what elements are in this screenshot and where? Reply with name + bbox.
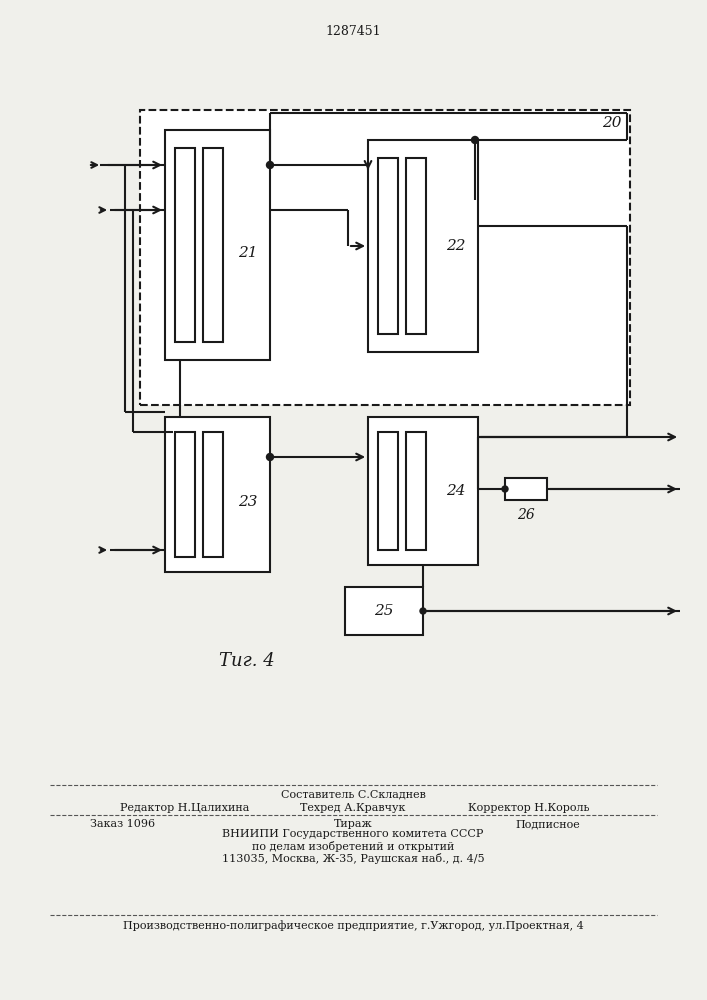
Text: Производственно-полиграфическое предприятие, г.Ужгород, ул.Проектная, 4: Производственно-полиграфическое предприя… [122,920,583,931]
Bar [345,587,423,635]
Text: 1287451: 1287451 [325,25,381,38]
Bar [378,158,398,334]
Text: 23: 23 [238,495,258,510]
Circle shape [267,161,274,168]
Text: Редактор Н.Цалихина: Редактор Н.Цалихина [120,803,250,813]
Circle shape [472,136,479,143]
Text: по делам изобретений и открытий: по делам изобретений и открытий [252,841,454,852]
Text: 21: 21 [238,246,258,260]
Bar [406,432,426,550]
Bar [203,432,223,557]
Text: Техред А.Кравчук: Техред А.Кравчук [300,803,406,813]
Text: ВНИИПИ Государственного комитета СССР: ВНИИПИ Государственного комитета СССР [222,829,484,839]
Bar [140,110,630,405]
Text: Подписное: Подписное [515,819,580,829]
Bar [368,417,478,565]
Text: 26: 26 [517,508,535,522]
Text: Корректор Н.Король: Корректор Н.Король [469,803,590,813]
Text: 20: 20 [602,116,622,130]
Bar [165,130,270,360]
Circle shape [267,454,274,460]
Text: Составитель С.Складнев: Составитель С.Складнев [281,789,426,799]
Bar [505,478,547,500]
Text: 113035, Москва, Ж-35, Раушская наб., д. 4/5: 113035, Москва, Ж-35, Раушская наб., д. … [222,853,484,864]
Text: Заказ 1096: Заказ 1096 [90,819,155,829]
Circle shape [420,608,426,614]
Bar [378,432,398,550]
Bar [406,158,426,334]
Bar [165,417,270,572]
Bar [175,432,195,557]
Text: Тираж: Тираж [334,819,373,829]
Bar [203,148,223,342]
Text: 22: 22 [446,239,466,253]
Bar [368,140,478,352]
Circle shape [502,486,508,492]
Text: 25: 25 [374,604,394,618]
Bar [175,148,195,342]
Text: 24: 24 [446,484,466,498]
Text: Τиг. 4: Τиг. 4 [219,652,275,670]
